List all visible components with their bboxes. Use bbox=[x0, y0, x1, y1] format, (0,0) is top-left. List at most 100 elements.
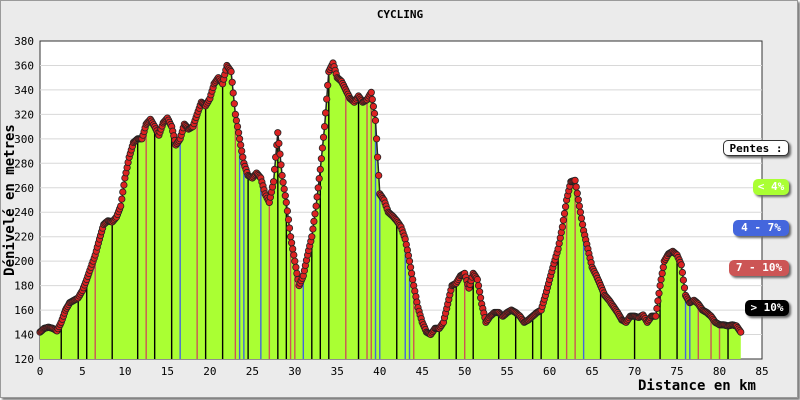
profile-point bbox=[474, 281, 483, 290]
profile-point bbox=[367, 88, 375, 97]
profile-point bbox=[284, 216, 293, 224]
profile-point bbox=[577, 214, 586, 222]
profile-point bbox=[233, 123, 242, 131]
profile-point bbox=[558, 223, 567, 231]
profile-point bbox=[368, 95, 376, 104]
profile-point bbox=[236, 135, 244, 143]
profile-point bbox=[312, 202, 320, 210]
profile-point bbox=[309, 225, 317, 233]
x-tick-label: 55 bbox=[501, 365, 514, 378]
legend-title: Pentes : bbox=[723, 140, 789, 156]
x-tick-label: 40 bbox=[373, 365, 386, 378]
x-tick-label: 35 bbox=[331, 365, 344, 378]
x-tick-labels: 0 5 10 15 20 25 30 35 40 45 50 55 60 65 70 75 80 85 bbox=[37, 365, 769, 378]
profile-point bbox=[314, 184, 322, 192]
profile-point bbox=[657, 275, 665, 284]
profile-point bbox=[654, 297, 662, 305]
x-tick-label: 10 bbox=[118, 365, 131, 378]
y-tick-label: 360 bbox=[14, 59, 34, 72]
y-tick-label: 340 bbox=[14, 84, 34, 97]
profile-point bbox=[315, 175, 323, 183]
y-tick-label: 300 bbox=[14, 133, 34, 146]
x-axis-label: Distance en km bbox=[638, 378, 756, 394]
profile-point bbox=[270, 165, 279, 173]
profile-point bbox=[117, 202, 125, 210]
profile-point bbox=[276, 150, 284, 158]
profile-point bbox=[407, 269, 416, 277]
chart-title: CYCLING bbox=[377, 8, 424, 21]
profile-point bbox=[406, 263, 415, 271]
profile-point bbox=[232, 116, 240, 125]
y-tick-label: 280 bbox=[14, 157, 34, 170]
profile-point bbox=[311, 210, 319, 218]
profile-point bbox=[316, 165, 324, 173]
profile-point bbox=[575, 202, 584, 210]
profile-point bbox=[473, 275, 481, 284]
profile-point bbox=[737, 328, 745, 336]
x-tick-label: 15 bbox=[161, 365, 174, 378]
profile-point bbox=[375, 171, 383, 180]
profile-point bbox=[652, 312, 660, 320]
y-tick-label: 200 bbox=[14, 255, 34, 268]
profile-point bbox=[656, 281, 664, 290]
x-tick-label: 50 bbox=[458, 365, 471, 378]
profile-point bbox=[572, 183, 580, 191]
profile-point bbox=[279, 178, 287, 186]
x-tick-label: 45 bbox=[416, 365, 429, 378]
legend-entry-7-10: 7 - 10% bbox=[729, 260, 789, 276]
profile-point bbox=[655, 289, 663, 297]
profile-point bbox=[281, 192, 289, 200]
profile-point bbox=[653, 304, 661, 313]
x-tick-label: 0 bbox=[37, 365, 44, 378]
profile-point bbox=[561, 203, 570, 211]
profile-point bbox=[475, 288, 484, 296]
profile-point bbox=[237, 141, 245, 149]
profile-point bbox=[228, 78, 236, 86]
profile-point bbox=[370, 109, 379, 118]
legend-entry-4-7: 4 - 7% bbox=[733, 220, 789, 236]
y-tick-labels: 120 140 160 180 200 220 240 260 280 300 320 340 360 3… bbox=[14, 35, 34, 366]
y-tick-label: 140 bbox=[14, 329, 34, 342]
profile-point bbox=[290, 251, 298, 259]
profile-point bbox=[291, 257, 299, 265]
y-tick-label: 160 bbox=[14, 304, 34, 317]
profile-point bbox=[678, 268, 687, 277]
profile-point bbox=[574, 196, 582, 204]
profile-point bbox=[280, 185, 288, 193]
profile-point bbox=[559, 216, 568, 224]
profile-point bbox=[231, 110, 239, 119]
profile-point bbox=[238, 147, 246, 155]
profile-point bbox=[289, 245, 297, 253]
profile-point bbox=[578, 220, 587, 229]
profile-point bbox=[318, 144, 326, 152]
profile-point bbox=[571, 176, 579, 184]
y-axis-label: Dénivelé en metres bbox=[2, 124, 18, 276]
x-tick-label: 75 bbox=[670, 365, 683, 378]
x-tick-label: 20 bbox=[203, 365, 216, 378]
profile-point bbox=[573, 189, 581, 197]
profile-point bbox=[286, 233, 295, 241]
profile-point bbox=[679, 276, 688, 284]
x-tick-label: 30 bbox=[288, 365, 301, 378]
profile-point bbox=[317, 155, 325, 163]
profile-point bbox=[319, 133, 328, 141]
profile-point bbox=[119, 188, 127, 196]
profile-markers bbox=[36, 59, 745, 339]
y-tick-label: 380 bbox=[14, 35, 34, 48]
x-tick-label: 65 bbox=[585, 365, 598, 378]
profile-point bbox=[476, 294, 485, 302]
profile-point bbox=[310, 217, 318, 225]
x-tick-label: 25 bbox=[246, 365, 259, 378]
profile-point bbox=[287, 239, 296, 247]
profile-point bbox=[659, 263, 667, 271]
profile-point bbox=[293, 269, 301, 277]
profile-point bbox=[118, 195, 126, 203]
x-tick-label: 80 bbox=[713, 365, 726, 378]
profile-point bbox=[229, 89, 237, 97]
profile-point bbox=[323, 95, 331, 103]
profile-point bbox=[282, 198, 290, 206]
y-tick-label: 220 bbox=[14, 231, 34, 244]
profile-point bbox=[274, 129, 282, 137]
profile-point bbox=[677, 261, 685, 269]
legend-entry-lt-4: < 4% bbox=[753, 179, 789, 195]
